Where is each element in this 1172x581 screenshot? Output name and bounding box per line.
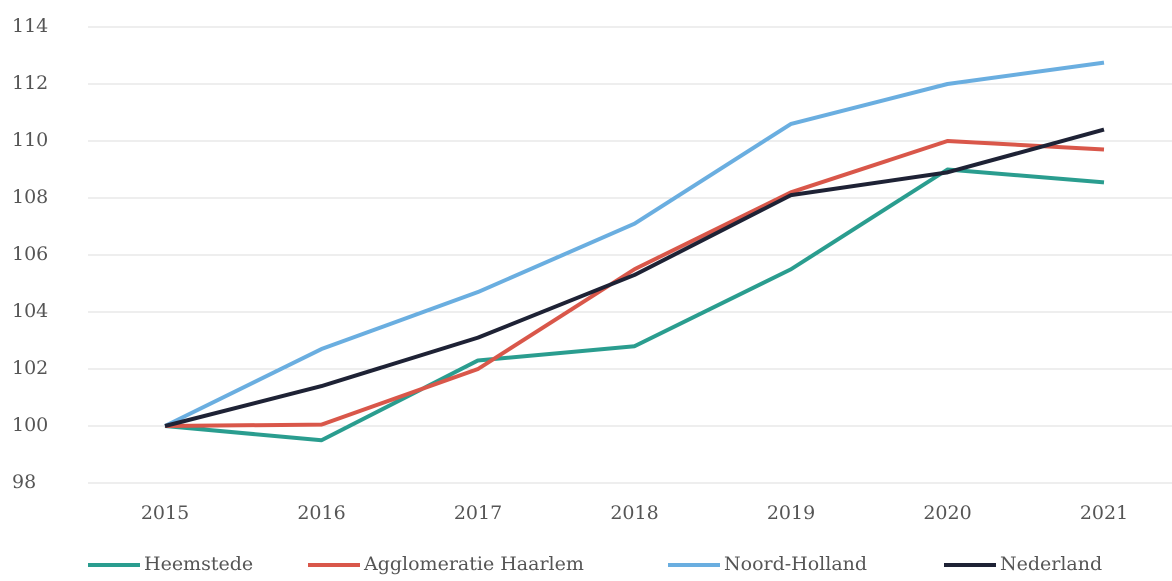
series-line (164, 167, 1105, 443)
y-tick-label: 108 (12, 186, 48, 208)
legend-label: Noord-Holland (724, 553, 867, 575)
y-tick-label: 114 (12, 15, 48, 37)
y-tick-label: 98 (12, 471, 36, 493)
x-tick-label: 2021 (1080, 502, 1128, 524)
legend-label: Nederland (1000, 553, 1102, 575)
x-tick-label: 2015 (141, 502, 189, 524)
x-tick-label: 2018 (610, 502, 658, 524)
series-line (164, 139, 1105, 428)
series-line (164, 60, 1105, 428)
y-tick-label: 102 (12, 357, 48, 379)
x-tick-label: 2016 (297, 502, 345, 524)
y-tick-label: 110 (12, 129, 48, 151)
y-tick-label: 106 (12, 243, 48, 265)
x-tick-label: 2017 (454, 502, 502, 524)
x-tick-label: 2019 (767, 502, 815, 524)
legend-label: Agglomeratie Haarlem (363, 553, 584, 575)
y-tick-label: 104 (12, 300, 48, 322)
y-tick-label: 112 (12, 72, 48, 94)
legend-label: Heemstede (144, 553, 253, 575)
y-tick-label: 100 (12, 414, 48, 436)
series-line (164, 127, 1105, 428)
x-tick-label: 2020 (923, 502, 971, 524)
